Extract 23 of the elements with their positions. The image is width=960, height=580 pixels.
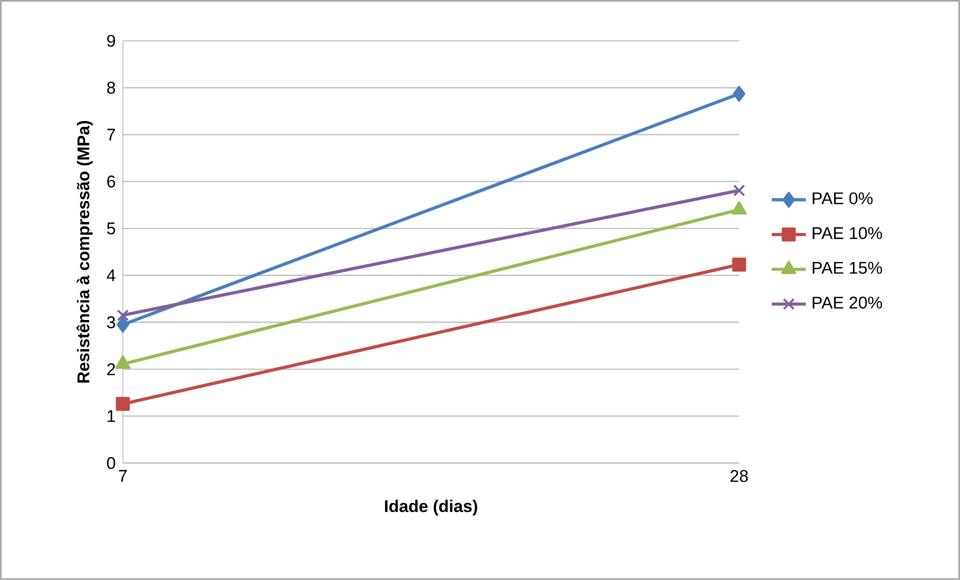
legend-label: PAE 0% [812,192,873,204]
point [116,316,130,333]
point [116,396,130,411]
y-tick-label: 8 [107,82,116,94]
x-axis-title: Idade (dias) [385,500,478,516]
y-axis-title: Resistência à compressão (MPa) [76,121,93,383]
legend-label: PAE 20% [812,296,882,309]
y-tick-label: 6 [107,176,116,188]
y-tick-label: 0 [107,457,116,470]
y-tick-label: 1 [108,410,115,422]
y-tick-label: 9 [107,34,116,47]
point [116,309,129,322]
legend-label: PAE 10% [812,227,882,240]
point [732,258,746,272]
legend-label: PAE 15% [812,262,882,274]
y-tick-label: 3 [107,316,116,328]
y-tick-label: 5 [107,222,116,234]
point [733,184,746,196]
y-tick-label: 7 [107,128,115,141]
y-tick-label: 2 [107,363,115,376]
x-tick-label: 28 [730,470,748,482]
point [732,86,746,102]
y-tick-label: 4 [106,270,116,282]
